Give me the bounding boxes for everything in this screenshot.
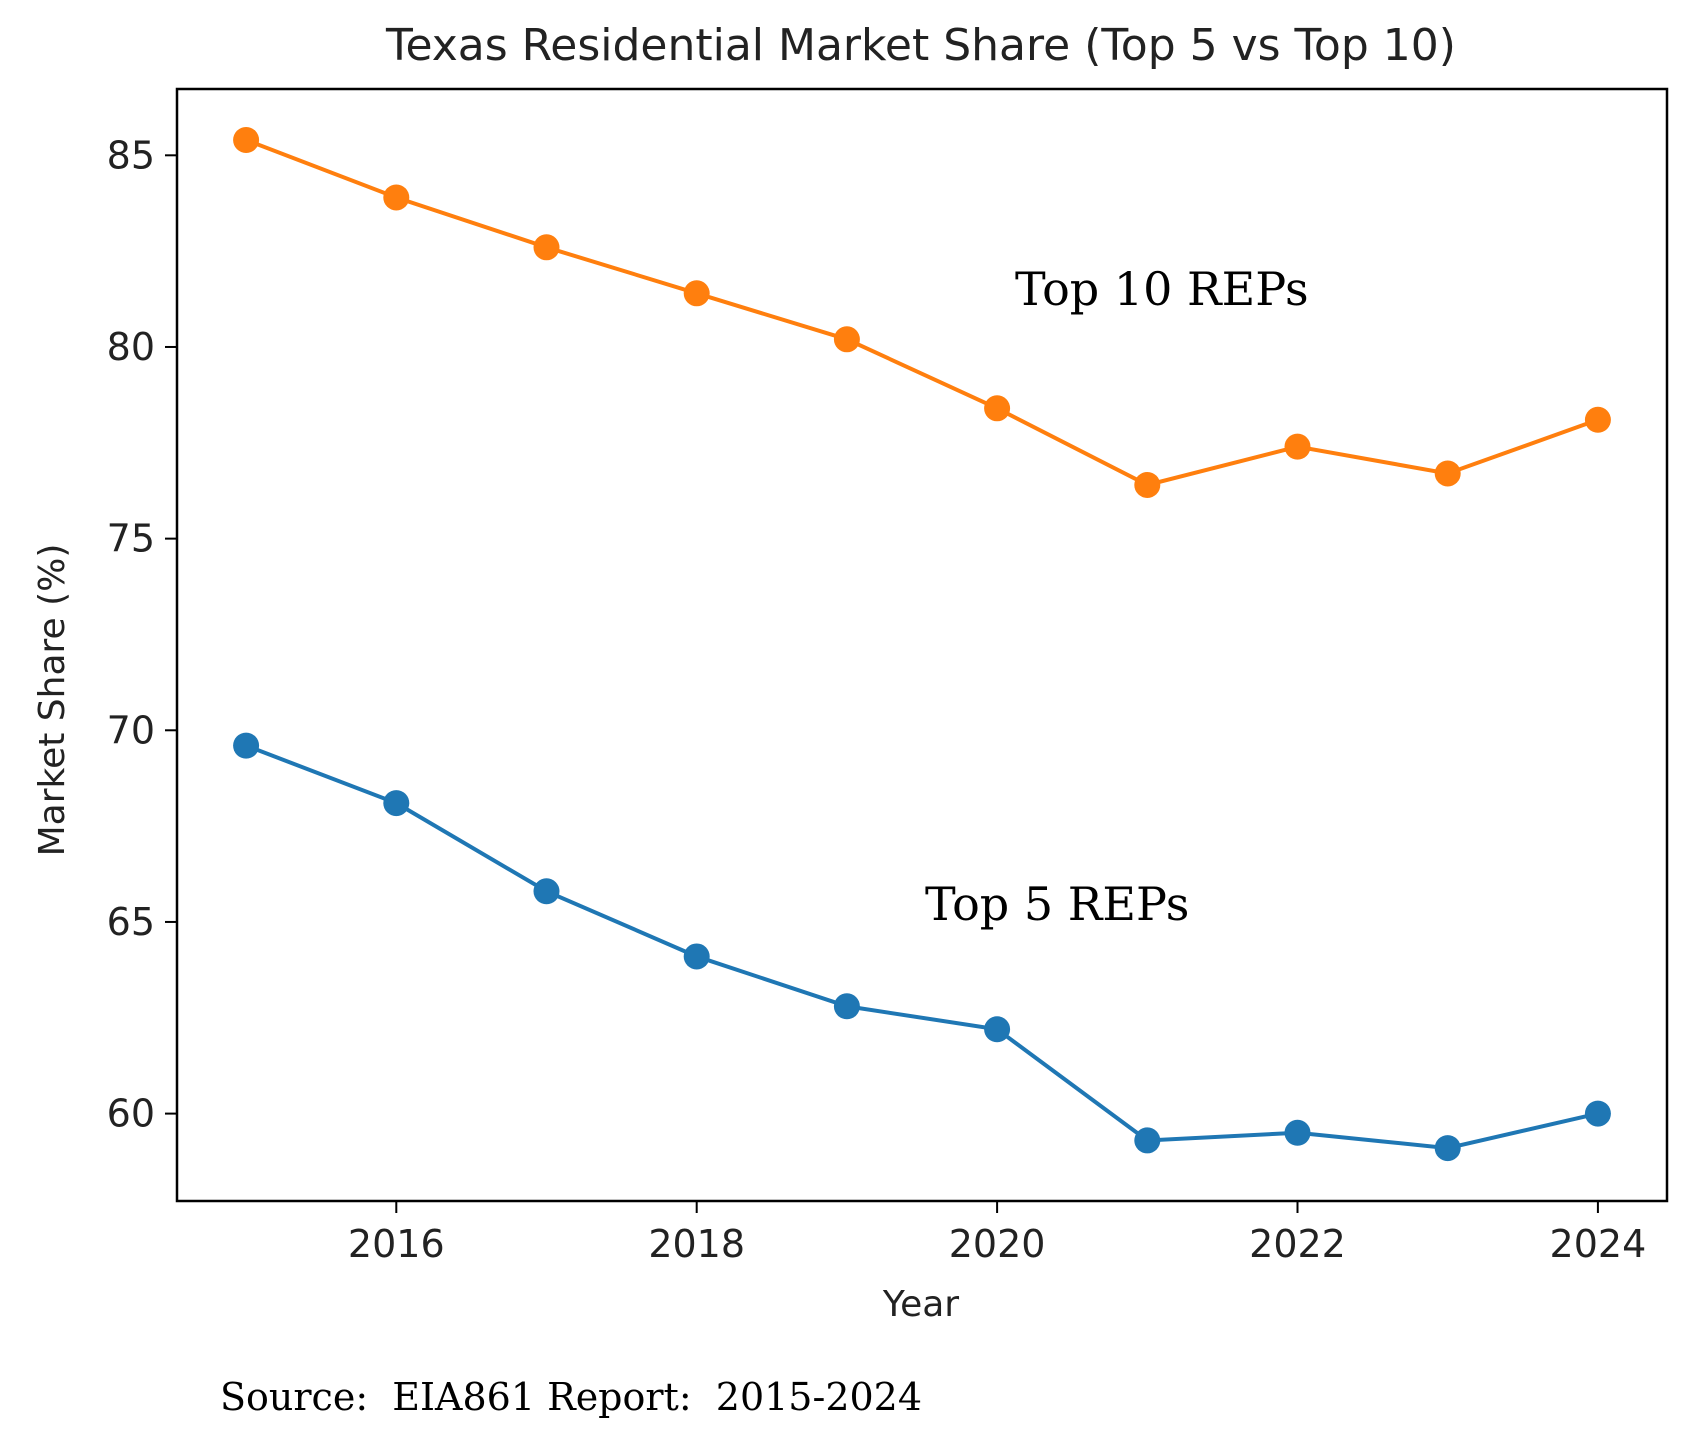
data-point-top-5-reps-2019: [833, 993, 860, 1020]
data-point-top-10-reps-2018: [683, 280, 710, 307]
series-line-top-10-reps: [245, 138, 1599, 488]
x-axis-label: Year: [882, 1284, 959, 1325]
x-tick-label: 2020: [949, 1222, 1046, 1266]
data-point-top-10-reps-2019: [833, 326, 860, 353]
annotation-top10: Top 10 REPs: [1015, 262, 1309, 316]
y-tick-label: 60: [107, 1092, 155, 1136]
x-tick-label: 2024: [1550, 1222, 1647, 1266]
data-point-top-10-reps-2023: [1434, 460, 1461, 487]
data-point-top-10-reps-2024: [1584, 406, 1611, 433]
data-point-top-5-reps-2021: [1134, 1127, 1161, 1154]
y-tick-label: 65: [107, 900, 155, 944]
annotation-top5: Top 5 REPs: [925, 877, 1189, 931]
x-tick-label: 2016: [348, 1222, 445, 1266]
data-point-top-5-reps-2016: [383, 790, 410, 817]
data-point-top-10-reps-2021: [1134, 471, 1161, 498]
y-axis-label: Market Share (%): [32, 544, 73, 857]
data-point-top-10-reps-2022: [1284, 433, 1311, 460]
data-point-top-5-reps-2024: [1584, 1100, 1611, 1127]
data-point-top-5-reps-2017: [533, 878, 560, 905]
data-point-top-5-reps-2023: [1434, 1135, 1461, 1162]
source-note: Source: EIA861 Report: 2015-2024: [220, 1375, 922, 1419]
data-point-top-5-reps-2020: [984, 1016, 1011, 1043]
data-point-top-5-reps-2015: [233, 732, 260, 759]
y-tick-label: 70: [107, 708, 155, 752]
data-point-top-10-reps-2016: [383, 184, 410, 211]
plot-frame: [175, 87, 1669, 1203]
data-point-top-5-reps-2018: [683, 943, 710, 970]
x-tick-label: 2018: [648, 1222, 745, 1266]
x-tick-label: 2022: [1249, 1222, 1346, 1266]
data-point-top-10-reps-2020: [984, 395, 1011, 422]
y-tick-label: 80: [107, 325, 155, 369]
series-line-top-5-reps: [245, 743, 1599, 1151]
chart-title: Texas Residential Market Share (Top 5 vs…: [385, 20, 1456, 71]
data-point-top-10-reps-2015: [233, 126, 260, 153]
data-point-top-10-reps-2017: [533, 234, 560, 261]
y-tick-label: 75: [107, 517, 155, 561]
data-point-top-5-reps-2022: [1284, 1119, 1311, 1146]
y-tick-label: 85: [107, 133, 155, 177]
